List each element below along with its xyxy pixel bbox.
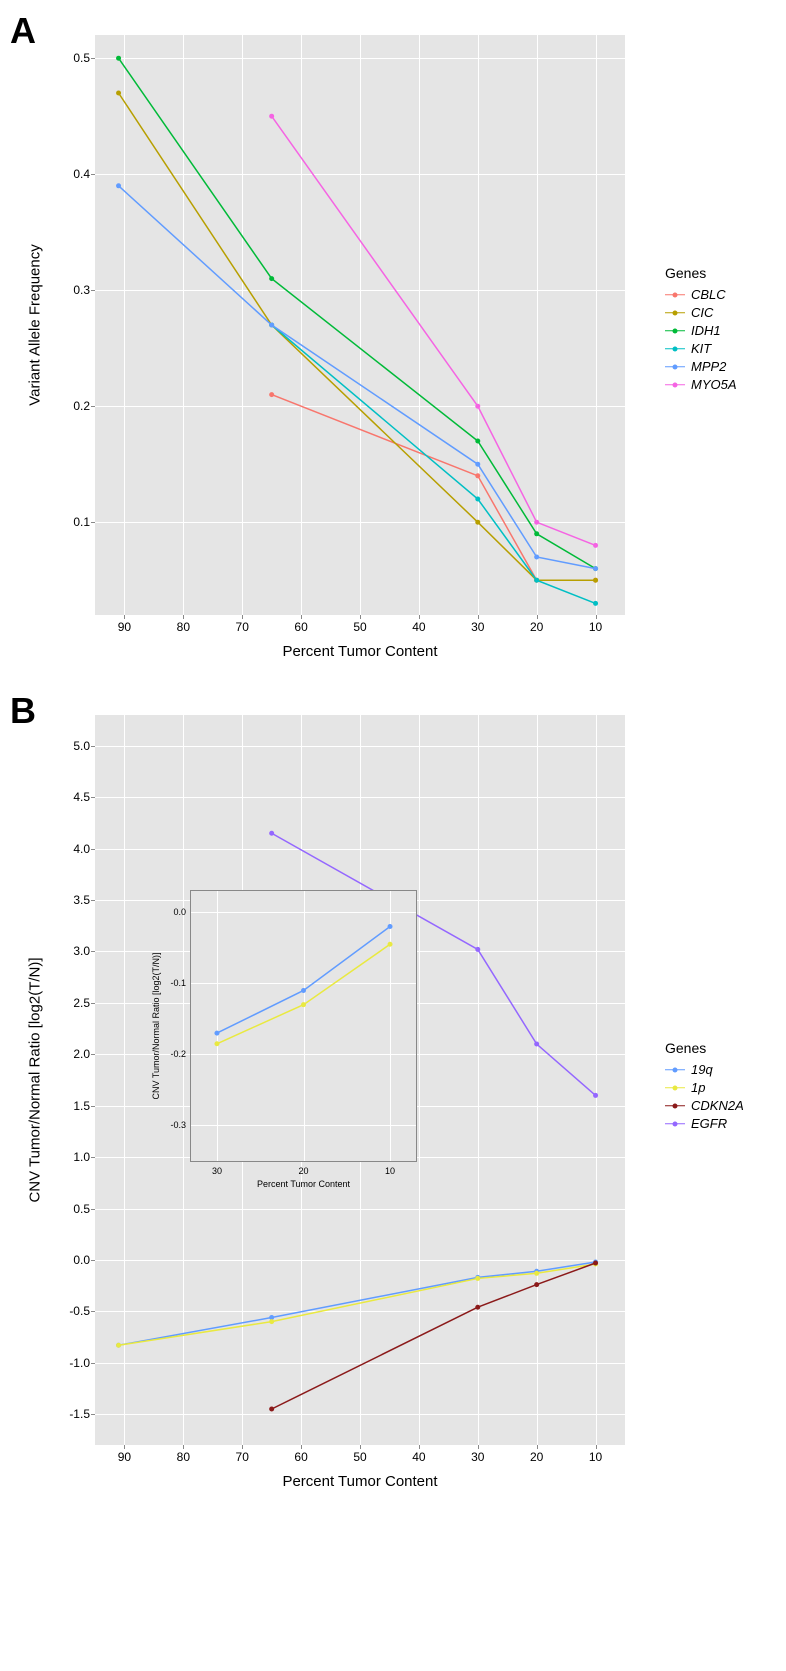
legend-item: 19q	[665, 1062, 744, 1077]
chart-a-legend: GenesCBLCCICIDH1KITMPP2MYO5A	[665, 265, 737, 395]
chart-b-plot: -1.5-1.0-0.50.00.51.01.52.02.53.03.54.04…	[95, 715, 625, 1445]
legend-item: MPP2	[665, 359, 737, 374]
panel-a: A 0.10.20.30.40.5908070605040302010 Gene…	[10, 10, 776, 670]
chart-b-legend: Genes19q1pCDKN2AEGFR	[665, 1040, 744, 1134]
legend-item: EGFR	[665, 1116, 744, 1131]
legend-item: MYO5A	[665, 377, 737, 392]
panel-a-label: A	[10, 10, 36, 52]
panel-b: B -1.5-1.0-0.50.00.51.01.52.02.53.03.54.…	[10, 690, 776, 1510]
panel-b-label: B	[10, 690, 36, 732]
legend-item: CIC	[665, 305, 737, 320]
legend-item: CDKN2A	[665, 1098, 744, 1113]
legend-item: KIT	[665, 341, 737, 356]
legend-item: 1p	[665, 1080, 744, 1095]
chart-a-plot: 0.10.20.30.40.5908070605040302010	[95, 35, 625, 615]
legend-item: CBLC	[665, 287, 737, 302]
legend-item: IDH1	[665, 323, 737, 338]
chart-b-inset: -0.3-0.2-0.10.0302010CNV Tumor/Normal Ra…	[190, 890, 417, 1162]
